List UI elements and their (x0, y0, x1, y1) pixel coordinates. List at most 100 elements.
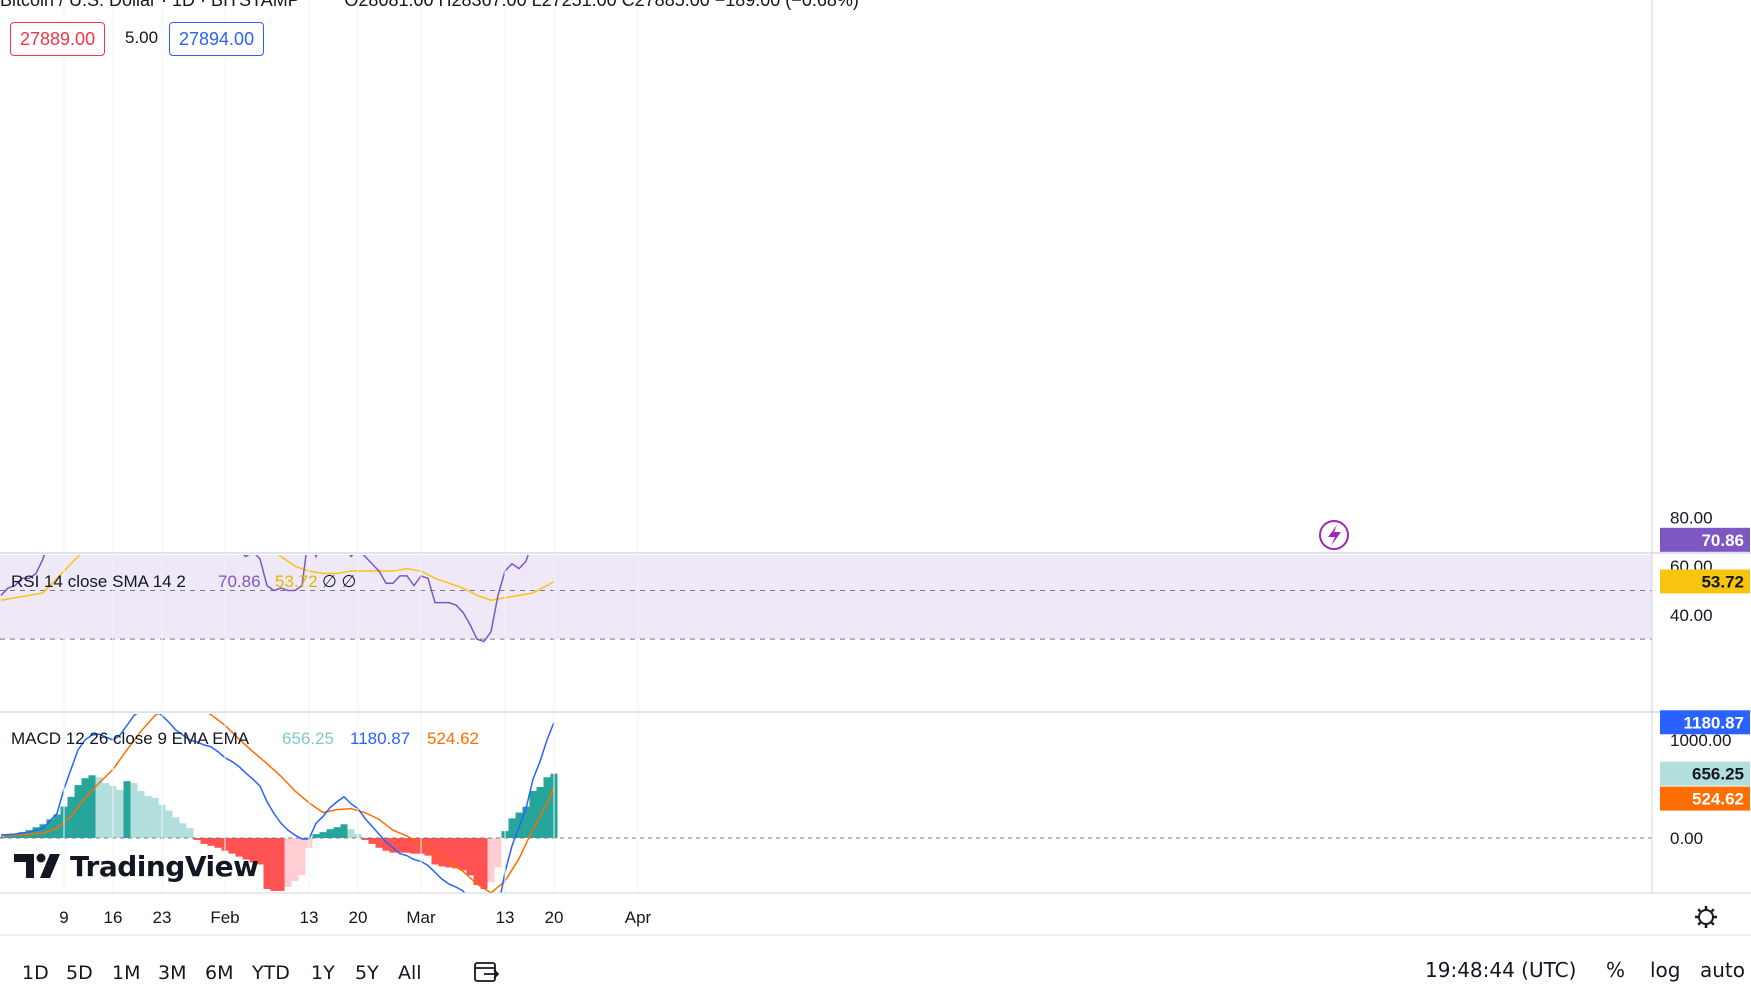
macd-histogram-bar (263, 838, 271, 889)
timeframe-6m-button[interactable]: 6M (205, 962, 234, 984)
macd-histogram-bar (508, 818, 516, 838)
rsi-ma-tag: 53.72 (1701, 572, 1744, 591)
timeframe-1y-button[interactable]: 1Y (311, 962, 335, 984)
rsi-line[interactable] (0, 493, 554, 643)
macd-histogram-bar (214, 838, 222, 848)
macd-histogram-bar (529, 790, 537, 838)
macd-hist-tag: 656.25 (1692, 765, 1744, 784)
rsi-pane[interactable] (0, 493, 1652, 643)
macd-histogram-bar (74, 785, 82, 838)
macd-signal-tag: 524.62 (1692, 790, 1744, 809)
lightning-icon-bolt (1328, 525, 1341, 546)
macd-histogram-bar (165, 810, 173, 838)
macd-histogram-bar (326, 829, 334, 838)
rsi-band-fill (0, 555, 1652, 640)
utc-clock[interactable]: 19:48:44 (UTC) (1425, 958, 1577, 982)
macd-line[interactable] (0, 711, 555, 929)
macd-histogram-bar (88, 775, 96, 838)
timeframe-1d-button[interactable]: 1D (22, 962, 49, 984)
price-pane[interactable]: 0(19608.79)0.236(20925.04)0.382(21739.73… (0, 0, 1652, 550)
macd-histogram-bar (403, 838, 411, 853)
macd-histogram-bar (151, 797, 159, 838)
rsi-tag: 70.86 (1701, 531, 1744, 550)
timeframe-3m-button[interactable]: 3M (158, 962, 187, 984)
macd-tag: 1180.87 (1683, 713, 1744, 732)
time-axis-label: Feb (210, 908, 239, 927)
macd-histogram-bar (186, 828, 194, 838)
macd-histogram-bar (277, 838, 285, 891)
log-scale-toggle[interactable]: log (1650, 958, 1681, 982)
macd-histogram-bar (375, 838, 383, 848)
macd-histogram-bar (389, 838, 397, 853)
rsi-ma-line[interactable] (0, 503, 555, 601)
macd-histogram-bar (207, 838, 215, 846)
macd-hist-value-text: 656.25 (282, 729, 334, 748)
macd-histogram-bar (242, 838, 250, 860)
time-axis-label: 20 (545, 908, 564, 927)
macd-histogram-bar (319, 832, 327, 838)
macd-histogram-bar (46, 819, 54, 838)
macd-histogram-bar (333, 827, 341, 838)
time-axis[interactable]: 9 16 23 Feb 13 20 Mar 13 20 Apr (59, 908, 651, 927)
auto-scale-toggle[interactable]: auto (1700, 958, 1746, 982)
gear-icon[interactable] (1695, 906, 1717, 928)
macd-value-text: 1180.87 (350, 729, 410, 748)
macd-signal-value-text: 524.62 (427, 729, 479, 748)
percent-scale-toggle[interactable]: % (1606, 958, 1626, 982)
macd-histogram-bar (4, 836, 12, 838)
macd-histogram-bar (144, 795, 152, 838)
macd-histogram-bar (536, 787, 544, 838)
tradingview-logo-icon (14, 853, 60, 878)
tradingview-logo-text: TradingView (70, 850, 259, 883)
date-range-icon[interactable] (472, 959, 500, 985)
gear-icon-tooth (1710, 908, 1715, 913)
rsi-ma-value-text: 53.72 (275, 572, 318, 591)
macd-histogram-bar (32, 827, 40, 838)
macd-histogram-bar (130, 783, 138, 838)
macd-histogram-bar (494, 838, 502, 868)
macd-histogram-bar (123, 781, 131, 838)
macd-histogram-bar (284, 838, 292, 887)
macd-histogram-bar (179, 823, 187, 838)
macd-histogram-bar (487, 838, 495, 883)
macd-histogram-bar (298, 838, 306, 876)
timeframe-ytd-button[interactable]: YTD (252, 962, 290, 984)
rsi-value-text: 70.86 (218, 572, 261, 591)
sell-price-button[interactable]: 27889.00 (10, 22, 106, 56)
macd-histogram-bar (95, 777, 103, 838)
macd-histogram-bar (459, 838, 467, 871)
macd-title: MACD 12 26 close 9 EMA EMA (11, 729, 250, 748)
buy-price-button[interactable]: 27894.00 (169, 22, 265, 56)
macd-histogram-bar (340, 824, 348, 838)
macd-signal-line[interactable] (0, 707, 555, 893)
macd-histogram-bar (473, 838, 481, 886)
macd-histogram-bar (249, 838, 257, 863)
gear-icon-ring (1698, 909, 1714, 925)
lightning-icon[interactable] (1319, 520, 1349, 550)
spread-value: 5.00 (125, 28, 159, 47)
timeframe-all-button[interactable]: All (398, 962, 422, 984)
macd-histogram-bar (396, 838, 404, 853)
rsi-tag-bg (1660, 527, 1750, 552)
macd-histogram-bar (368, 838, 376, 844)
macd-histogram-bar (102, 783, 110, 838)
gear-icon-tooth (1697, 908, 1702, 913)
time-axis-label: 16 (104, 908, 123, 927)
macd-tag-bg (1660, 710, 1750, 735)
timeframe-1m-button[interactable]: 1M (112, 962, 141, 984)
timeframe-bar: 1D 5D 1M 3M 6M YTD 1Y 5Y All (0, 950, 1751, 995)
macd-histogram-bar (137, 790, 145, 838)
macd-histogram-bar (256, 838, 264, 865)
rsi-axis-tick-label: 40.00 (1670, 606, 1713, 625)
timeframe-5y-button[interactable]: 5Y (355, 962, 379, 984)
timeframe-5d-button[interactable]: 5D (66, 962, 93, 984)
symbol-header: Bitcoin / U.S. Dollar · 1D · BITSTAMP O2… (0, 0, 859, 11)
macd-histogram-bar (410, 838, 418, 854)
macd-histogram-bar (116, 789, 124, 838)
rsi-extra-text: ∅ ∅ (322, 572, 356, 591)
macd-histogram-bar (522, 806, 530, 838)
